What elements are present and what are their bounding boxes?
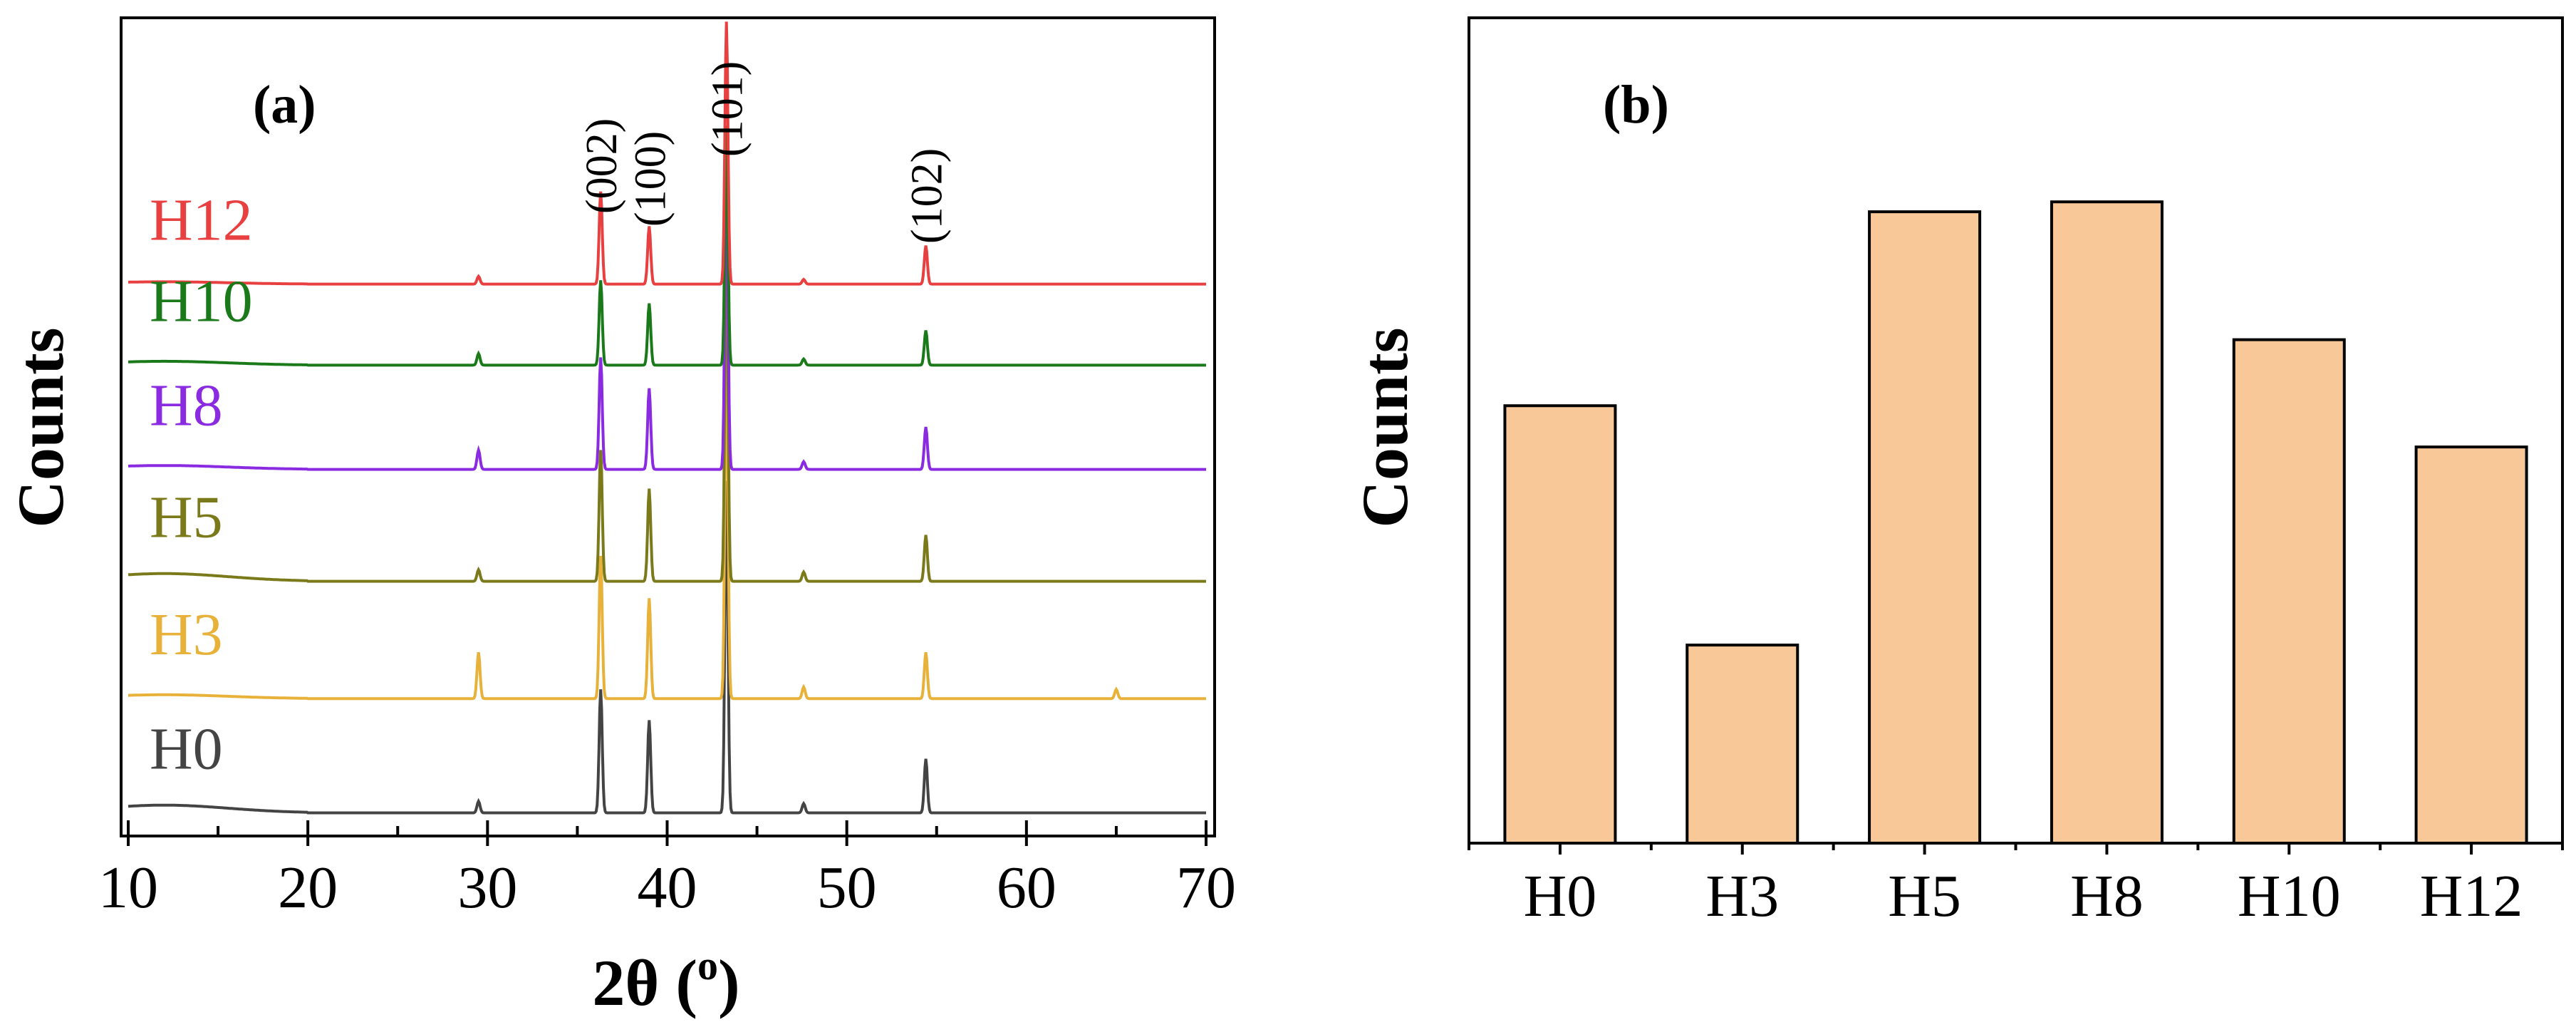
x-tick-label-50: 50 bbox=[817, 855, 877, 921]
x-tick-label-h5: H5 bbox=[1888, 863, 1961, 929]
bar-h5 bbox=[1868, 210, 1982, 845]
x-tick-label-10: 10 bbox=[98, 855, 158, 921]
x-axis-label-unit: o bbox=[697, 942, 718, 989]
x-tick-label-h3: H3 bbox=[1705, 863, 1779, 929]
peak-label-100: (100) bbox=[626, 131, 675, 227]
series-line-h12 bbox=[128, 21, 1206, 286]
series-line-h3 bbox=[128, 336, 1206, 701]
x-tick-label-h12: H12 bbox=[2420, 863, 2523, 929]
panel-a-series-group bbox=[128, 21, 1206, 815]
x-tick-label-h10: H10 bbox=[2238, 863, 2341, 929]
series-label-h12: H12 bbox=[150, 187, 253, 254]
series-line-h5 bbox=[128, 226, 1206, 583]
x-axis-label-close: ) bbox=[718, 946, 740, 1019]
series-line-h10 bbox=[128, 125, 1206, 367]
x-tick-label-20: 20 bbox=[278, 855, 338, 921]
x-tick-label-h8: H8 bbox=[2070, 863, 2144, 929]
bar-h8 bbox=[2050, 200, 2164, 845]
panel-b-label: (b) bbox=[1603, 75, 1669, 135]
panel-a-peak-labels: (002) (100) (101) (102) bbox=[578, 61, 951, 244]
peak-label-002: (002) bbox=[578, 118, 626, 214]
x-tick-label-h0: H0 bbox=[1524, 863, 1597, 929]
panel-a-xrd-chart: H0 H3 H5 H8 H10 H12 (002) (100) (101) (102) 10 20… bbox=[4, 16, 1236, 1019]
panel-a-label: (a) bbox=[253, 75, 316, 135]
peak-label-102: (102) bbox=[903, 148, 952, 244]
series-label-h10: H10 bbox=[150, 268, 253, 334]
x-tick-label-30: 30 bbox=[457, 855, 517, 921]
panel-a-x-axis-label: 2θ (o) bbox=[592, 942, 739, 1019]
panel-b-bars-group bbox=[1503, 200, 2528, 845]
panel-a-series-labels: H0 H3 H5 H8 H10 H12 bbox=[150, 187, 253, 783]
series-label-h3: H3 bbox=[150, 602, 223, 668]
peak-label-101: (101) bbox=[704, 61, 752, 157]
bar-h12 bbox=[2414, 445, 2528, 845]
bar-h0 bbox=[1503, 404, 1617, 845]
panel-b-bar-chart: H0 H3 H5 H8 H10 H12 (b) Counts bbox=[1349, 16, 2564, 929]
panel-b-y-axis-label: Counts bbox=[1349, 327, 1421, 527]
series-label-h0: H0 bbox=[150, 716, 223, 783]
bar-h3 bbox=[1686, 644, 1799, 845]
panel-a-y-axis-label: Counts bbox=[4, 327, 77, 527]
series-label-h8: H8 bbox=[150, 373, 223, 439]
series-label-h5: H5 bbox=[150, 485, 223, 551]
x-tick-label-40: 40 bbox=[638, 855, 697, 921]
panel-a-x-axis: 10 20 30 40 50 60 70 bbox=[98, 820, 1236, 921]
x-axis-label-text: 2θ ( bbox=[592, 946, 697, 1019]
bar-h10 bbox=[2232, 338, 2346, 845]
x-tick-label-70: 70 bbox=[1176, 855, 1236, 921]
series-line-h0 bbox=[128, 480, 1206, 815]
panel-b-plot-frame bbox=[1468, 16, 2564, 845]
panel-b-x-axis: H0 H3 H5 H8 H10 H12 bbox=[1468, 843, 2564, 929]
series-line-h8 bbox=[128, 149, 1206, 471]
x-tick-label-60: 60 bbox=[997, 855, 1056, 921]
